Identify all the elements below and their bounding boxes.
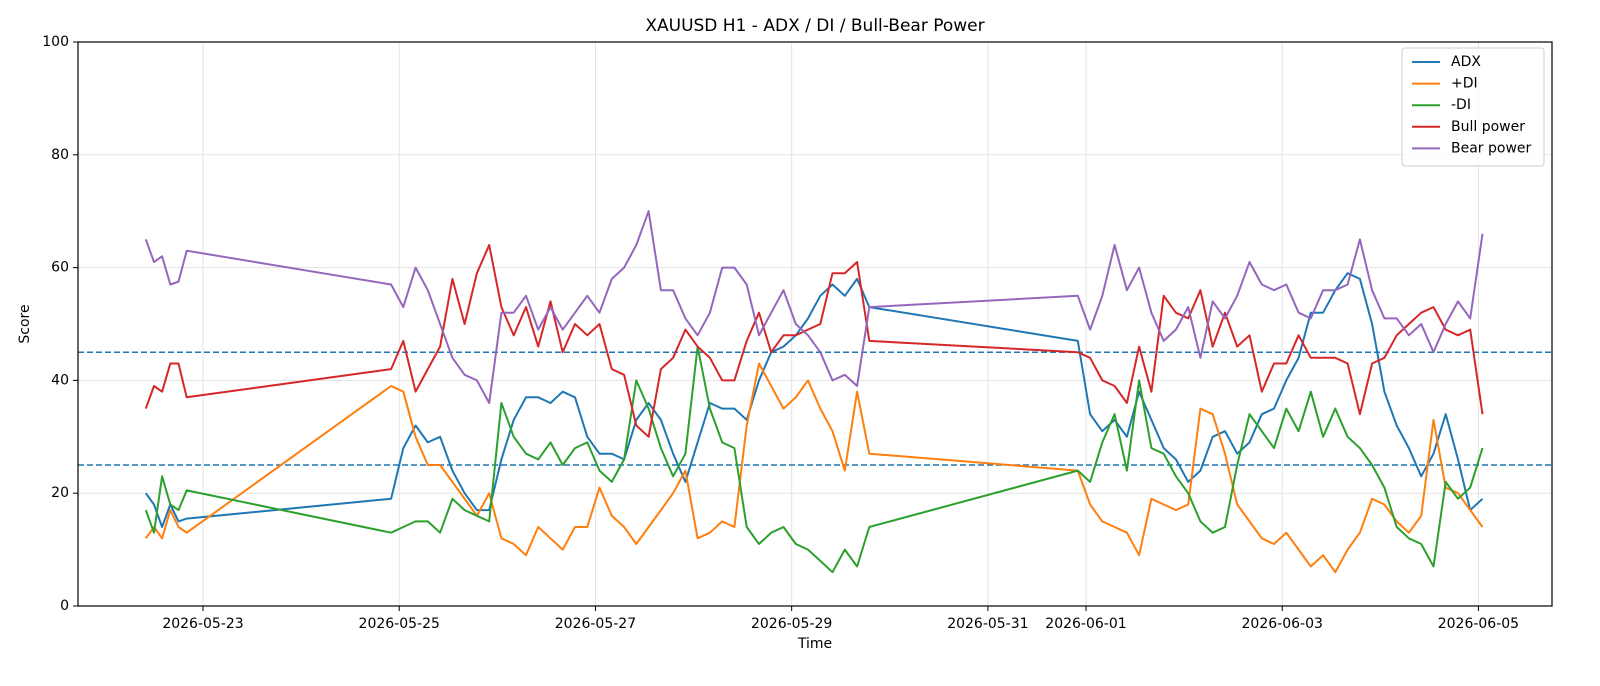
- series-line: [144, 244, 1484, 438]
- series-line: [144, 345, 1484, 574]
- series-line: [144, 210, 1484, 404]
- legend-label: -DI: [1451, 97, 1471, 113]
- series-line: [144, 362, 1484, 574]
- legend-label: Bear power: [1451, 140, 1532, 156]
- y-tick-label: 40: [51, 372, 69, 388]
- x-tick-label: 2026-05-31: [947, 616, 1028, 632]
- y-tick-label: 60: [51, 260, 69, 276]
- y-tick-label: 20: [51, 485, 69, 501]
- x-tick-label: 2026-06-01: [1045, 616, 1126, 632]
- x-tick-label: 2026-05-27: [555, 616, 636, 632]
- legend-box: [1401, 47, 1545, 167]
- plot-frame: [77, 41, 1553, 607]
- legend-label: +DI: [1451, 76, 1478, 92]
- y-tick-label: 100: [42, 34, 69, 50]
- legend-label: Bull power: [1451, 119, 1525, 135]
- x-tick-label: 2026-05-23: [162, 616, 243, 632]
- legend-label: ADX: [1451, 54, 1481, 70]
- x-tick-label: 2026-06-05: [1438, 616, 1519, 632]
- y-axis-label: Score: [17, 304, 33, 343]
- x-axis-label: Time: [797, 636, 832, 652]
- x-tick-label: 2026-05-29: [751, 616, 832, 632]
- x-tick-label: 2026-06-03: [1242, 616, 1323, 632]
- chart-title: XAUUSD H1 - ADX / DI / Bull-Bear Power: [645, 16, 984, 36]
- y-tick-label: 80: [51, 147, 69, 163]
- y-tick-label: 0: [60, 598, 69, 614]
- x-tick-label: 2026-05-25: [359, 616, 440, 632]
